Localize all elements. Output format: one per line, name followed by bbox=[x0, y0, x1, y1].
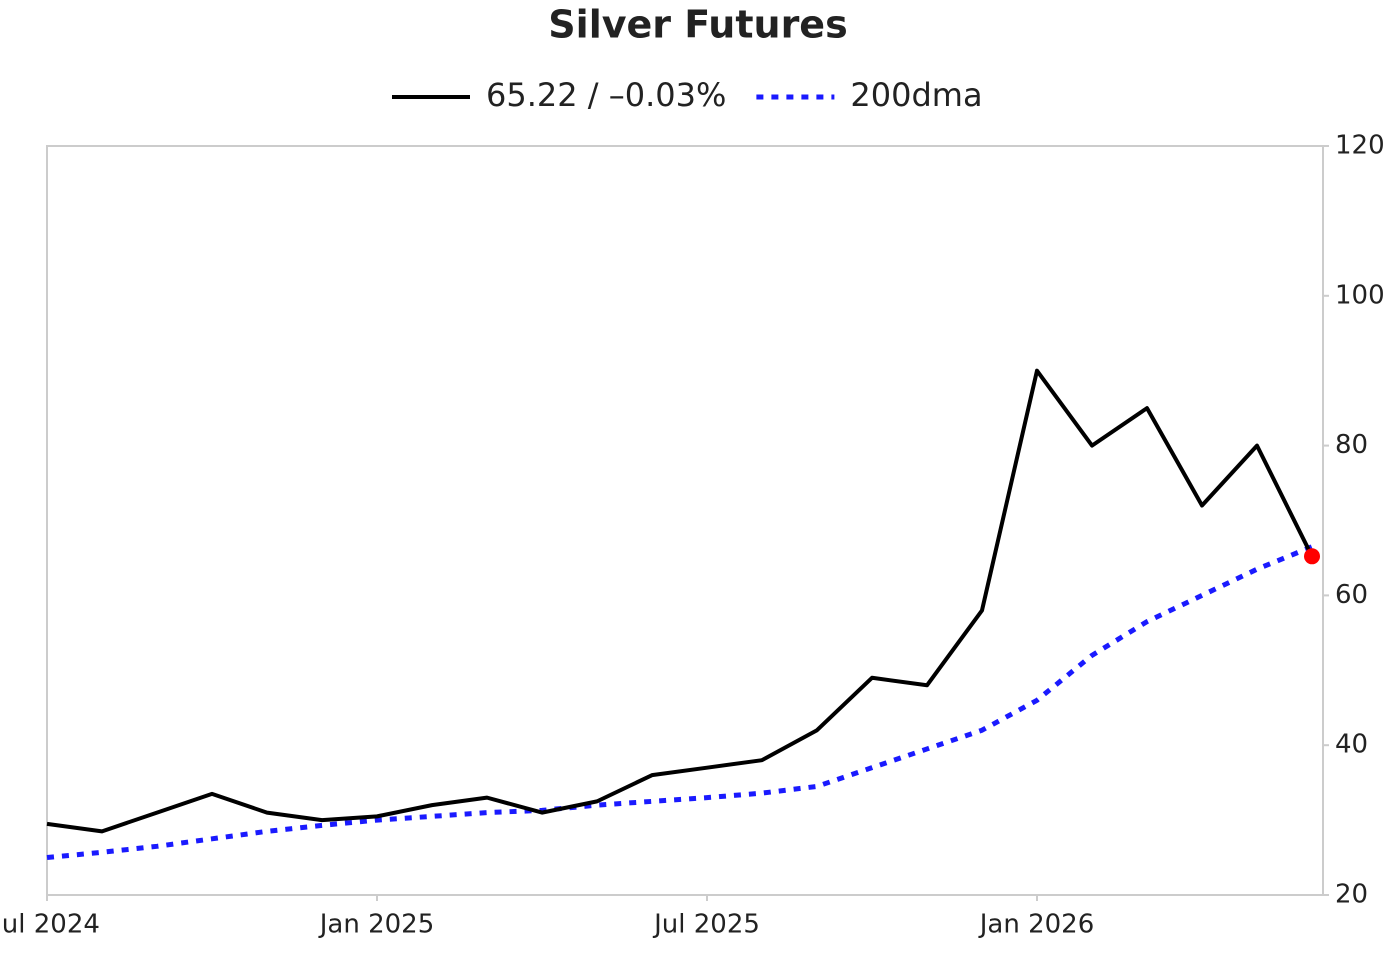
y-tick-label: 100 bbox=[1335, 280, 1385, 310]
last-point bbox=[1304, 548, 1320, 565]
y-tick-label: 60 bbox=[1335, 580, 1368, 610]
series-line bbox=[46, 544, 1313, 861]
series-line bbox=[46, 368, 1314, 834]
legend-label: 200dma bbox=[850, 76, 982, 114]
y-tick-label: 40 bbox=[1335, 730, 1368, 760]
y-tick-label: 80 bbox=[1335, 430, 1368, 460]
x-tick-label: Jul 2024 bbox=[0, 910, 100, 940]
x-tick-label: Jan 2026 bbox=[978, 910, 1095, 940]
y-tick-label: 120 bbox=[1335, 131, 1385, 161]
legend-label: 65.22 / –0.03% bbox=[486, 76, 726, 114]
x-tick-label: Jan 2025 bbox=[318, 910, 435, 940]
y-tick-label: 20 bbox=[1335, 880, 1368, 910]
chart-title: Silver Futures bbox=[548, 3, 847, 47]
x-tick-label: Jul 2025 bbox=[652, 910, 760, 940]
plot-frame bbox=[46, 145, 1324, 896]
